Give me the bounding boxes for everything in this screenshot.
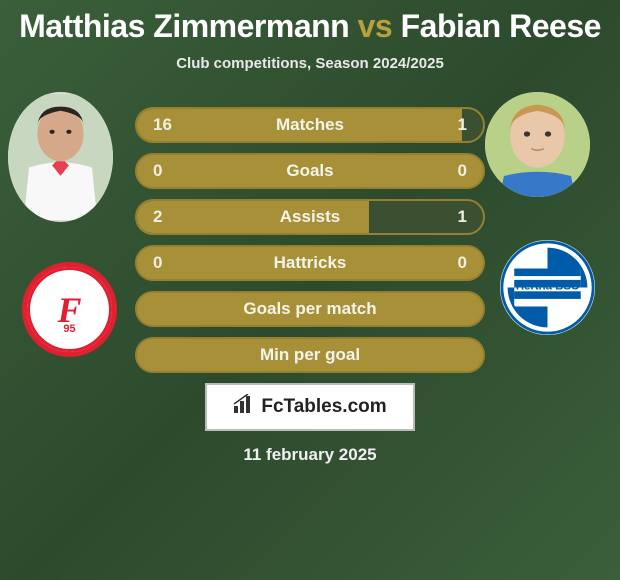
player2-name: Fabian Reese	[401, 8, 601, 44]
player1-photo	[8, 92, 113, 222]
stat-value-left: 16	[153, 115, 172, 135]
footer-brand: FcTables.com	[205, 383, 415, 431]
stat-label: Min per goal	[260, 345, 360, 365]
stat-value-right: 0	[458, 253, 467, 273]
club1-logo: F 95	[22, 262, 117, 357]
stat-bar: Goals per match	[135, 291, 485, 327]
player1-name: Matthias Zimmermann	[19, 8, 349, 44]
club1-badge-number: 95	[63, 323, 75, 335]
chart-icon	[233, 394, 255, 420]
comparison-title: Matthias Zimmermann vs Fabian Reese	[0, 0, 620, 45]
stat-value-right: 1	[458, 207, 467, 227]
svg-text:Hertha BSC: Hertha BSC	[516, 280, 579, 292]
stat-label: Assists	[280, 207, 340, 227]
stat-bar: 2 Assists 1	[135, 199, 485, 235]
stat-label: Goals per match	[243, 299, 376, 319]
content-area: F 95 Hertha BSC 16 Matches 1 0 Goals 0 2 Assist…	[0, 102, 620, 373]
stat-bar: 16 Matches 1	[135, 107, 485, 143]
vs-text: vs	[358, 8, 393, 44]
stat-label: Matches	[276, 115, 344, 135]
stat-bar: 0 Goals 0	[135, 153, 485, 189]
stat-value-right: 1	[458, 115, 467, 135]
stat-value-left: 0	[153, 253, 162, 273]
subtitle: Club competitions, Season 2024/2025	[0, 55, 620, 72]
club2-logo: Hertha BSC	[500, 240, 595, 335]
stat-value-left: 0	[153, 161, 162, 181]
date-text: 11 february 2025	[0, 445, 620, 465]
footer-brand-text: FcTables.com	[261, 396, 386, 418]
stat-value-left: 2	[153, 207, 162, 227]
stat-bar: Min per goal	[135, 337, 485, 373]
stat-bar: 0 Hattricks 0	[135, 245, 485, 281]
player2-photo	[485, 92, 590, 197]
stat-label: Goals	[286, 161, 333, 181]
stat-label: Hattricks	[274, 253, 347, 273]
stat-value-right: 0	[458, 161, 467, 181]
stats-container: 16 Matches 1 0 Goals 0 2 Assists 1 0 Hattricks 0 Goa…	[135, 102, 485, 373]
